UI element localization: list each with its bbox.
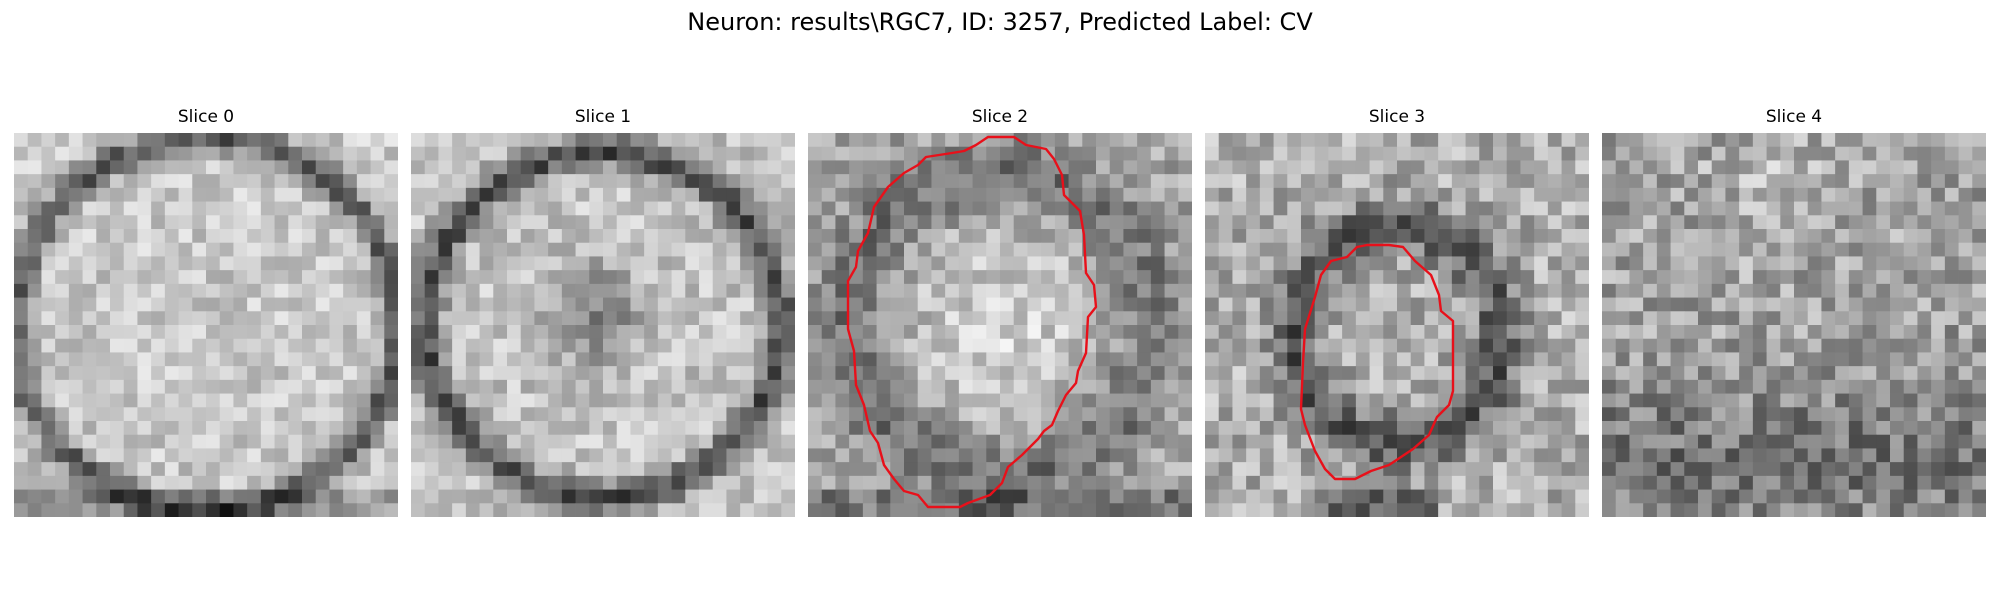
slice-image-2 bbox=[808, 133, 1192, 517]
slice-image-1 bbox=[411, 133, 795, 517]
slice-panel-0: Slice 0 bbox=[14, 107, 398, 517]
slice-title-3: Slice 3 bbox=[1368, 107, 1426, 127]
slice-image-4 bbox=[1602, 133, 1986, 517]
segmentation-contour-2 bbox=[846, 135, 1098, 509]
segmentation-contour-3 bbox=[1299, 243, 1455, 481]
slice-panel-1: Slice 1 bbox=[411, 107, 795, 517]
slice-panel-2: Slice 2 bbox=[808, 107, 1192, 517]
slice-panel-3: Slice 3 bbox=[1205, 107, 1589, 517]
slice-image-0 bbox=[14, 133, 398, 517]
slice-title-1: Slice 1 bbox=[574, 107, 632, 127]
slice-image-3 bbox=[1205, 133, 1589, 517]
slice-title-0: Slice 0 bbox=[177, 107, 235, 127]
slice-title-2: Slice 2 bbox=[971, 107, 1029, 127]
figure-title: Neuron: results\RGC7, ID: 3257, Predicte… bbox=[687, 8, 1313, 36]
slice-panel-4: Slice 4 bbox=[1602, 107, 1986, 517]
slice-title-4: Slice 4 bbox=[1765, 107, 1823, 127]
